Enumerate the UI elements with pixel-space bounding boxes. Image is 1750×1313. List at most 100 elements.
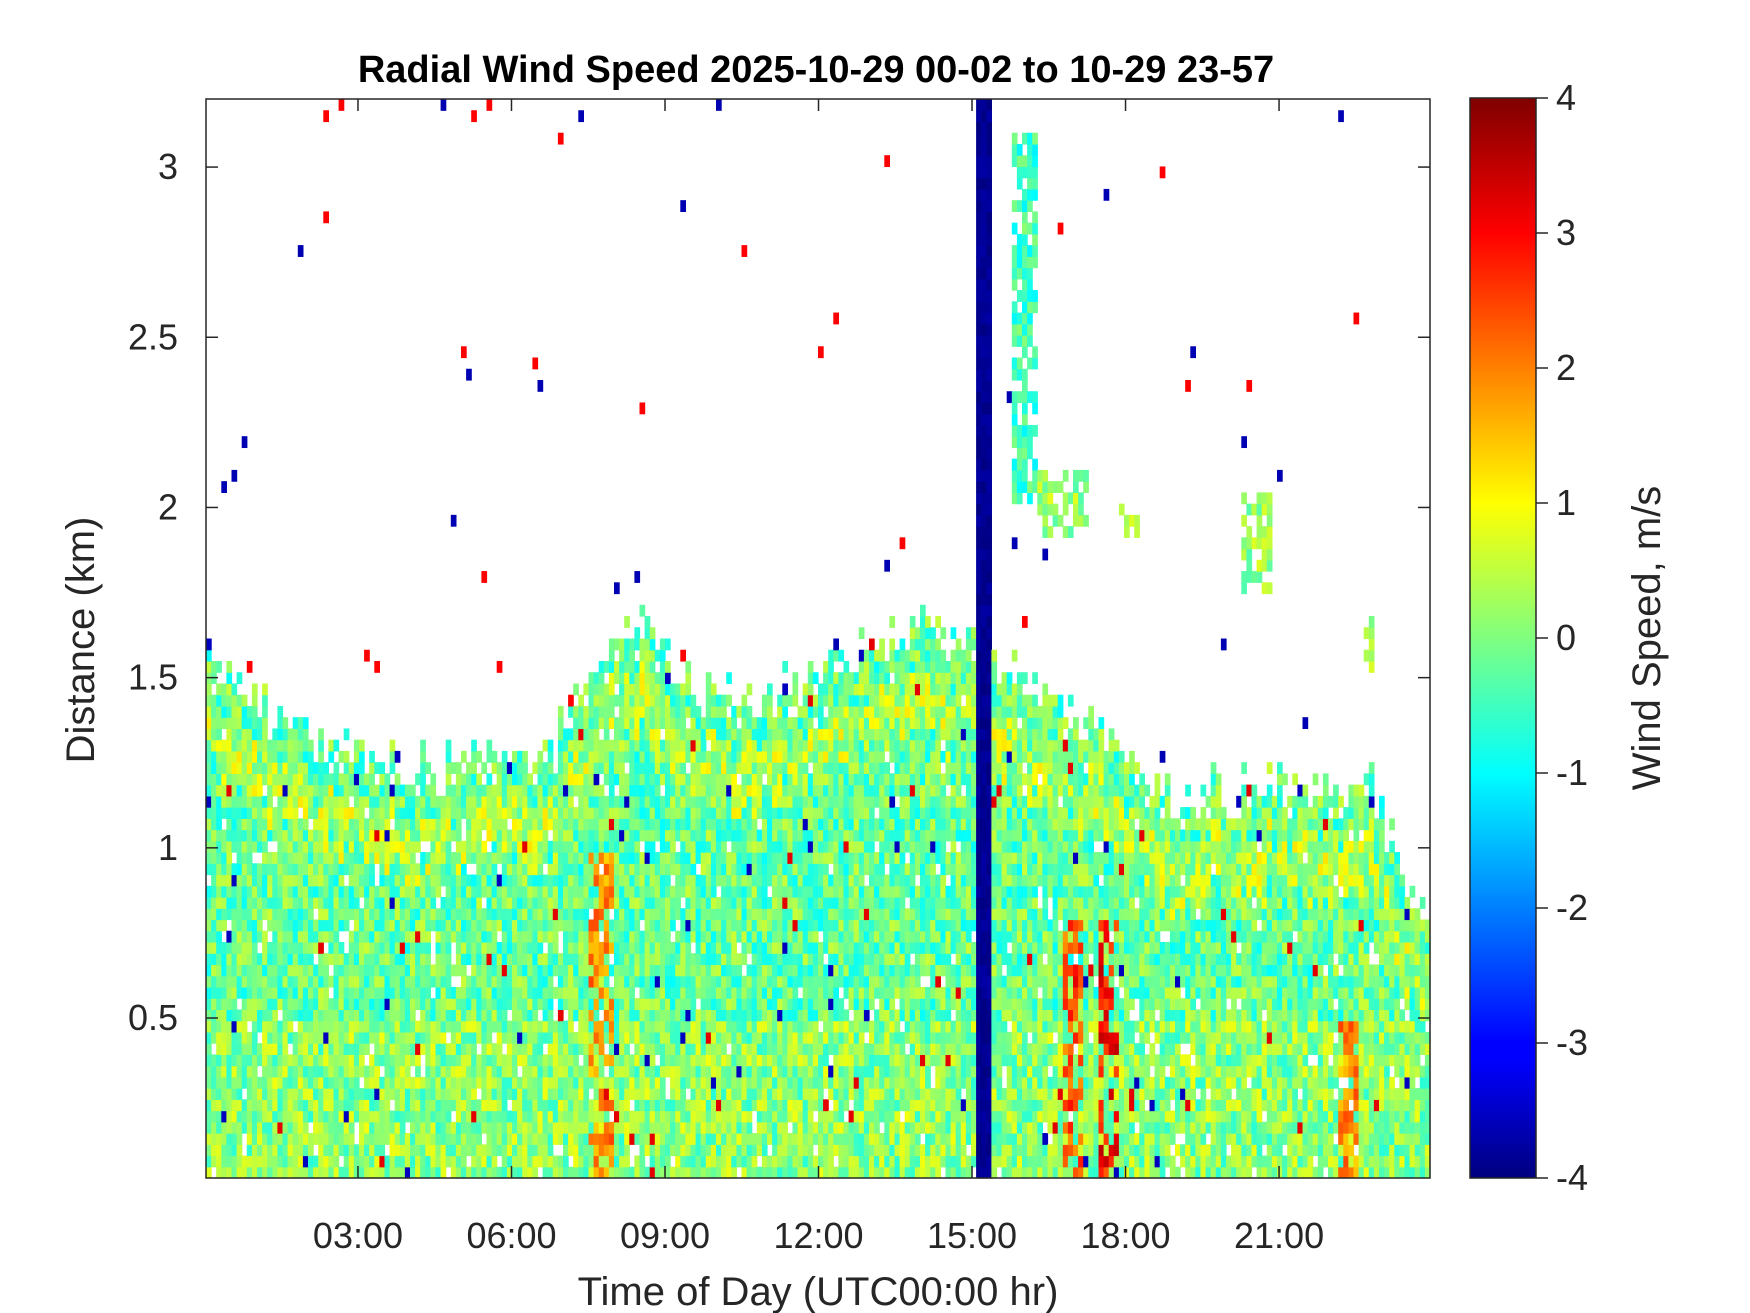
heatmap-cell [680, 717, 686, 730]
heatmap-cell [726, 852, 732, 864]
heatmap-cell [435, 1166, 442, 1179]
heatmap-cell [292, 1166, 299, 1179]
heatmap-cell [216, 1065, 222, 1078]
heatmap-cell [517, 930, 523, 943]
heatmap-cell [751, 1020, 758, 1033]
heatmap-cell [695, 1088, 702, 1100]
heatmap-cell [792, 908, 799, 921]
heatmap-cell [593, 762, 600, 774]
heatmap-cell [211, 1144, 217, 1157]
heatmap-cell [226, 885, 233, 898]
heatmap-cell [491, 1133, 498, 1145]
heatmap-cell [665, 705, 671, 718]
heatmap-cell [251, 964, 258, 977]
heatmap-cell [690, 1121, 697, 1134]
heatmap-cell [506, 964, 513, 977]
heatmap-cell [680, 649, 686, 662]
heatmap-cell [746, 762, 753, 774]
heatmap-cell [491, 795, 498, 808]
heatmap-cell [665, 998, 671, 1011]
heatmap-cell [471, 1054, 477, 1067]
heatmap-cell [619, 694, 625, 707]
heatmap-cell [726, 964, 732, 977]
heatmap-cell [384, 897, 391, 909]
heatmap-cell [767, 829, 773, 842]
heatmap-cell [552, 807, 559, 819]
heatmap-cell [756, 863, 763, 876]
heatmap-cell [670, 717, 676, 730]
heatmap-cell [379, 795, 386, 808]
heatmap-cell [833, 897, 839, 909]
heatmap-cell [675, 728, 681, 741]
heatmap-cell [297, 1020, 304, 1033]
heatmap-cell [685, 874, 692, 887]
heatmap-cell [450, 986, 457, 999]
heatmap-cell [420, 908, 426, 921]
heatmap-cell [328, 852, 335, 864]
heatmap-cell [399, 874, 406, 887]
heatmap-cell [445, 1121, 452, 1134]
heatmap-cell [481, 874, 488, 887]
heatmap-cell [833, 694, 839, 707]
heatmap-cell [710, 829, 717, 842]
heatmap-cell [435, 1133, 442, 1145]
heatmap-cell [216, 1009, 222, 1022]
heatmap-cell [777, 694, 783, 707]
heatmap-cell [221, 750, 227, 763]
heatmap-cell [532, 975, 539, 988]
heatmap-cell [313, 795, 319, 808]
heatmap-cell [359, 998, 365, 1011]
heatmap-cell [445, 1065, 452, 1078]
heatmap-cell [297, 784, 304, 797]
heatmap-cell [410, 1054, 416, 1067]
heatmap-cell [206, 852, 212, 864]
heatmap-cell [593, 1076, 600, 1089]
heatmap-cell [399, 1031, 406, 1044]
heatmap-cell [588, 998, 595, 1011]
heatmap-cell [792, 818, 799, 831]
heatmap-cell [634, 829, 641, 842]
heatmap-cell [486, 795, 493, 808]
heatmap-cell [761, 762, 768, 774]
heatmap-cell [389, 795, 396, 808]
heatmap-cell [726, 930, 732, 943]
heatmap-cell [399, 908, 406, 921]
heatmap-cell [302, 762, 309, 774]
heatmap-cell [384, 1099, 391, 1112]
heatmap-cell [756, 930, 763, 943]
heatmap-cell [277, 919, 284, 932]
heatmap-cell [639, 649, 646, 662]
heatmap-cell [292, 919, 299, 932]
heatmap-cell [231, 975, 238, 988]
heatmap-cell [206, 795, 212, 808]
heatmap-cell [741, 818, 748, 831]
heatmap-cell [772, 717, 778, 730]
heatmap-cell [292, 795, 299, 808]
heatmap-cell [710, 1076, 717, 1089]
heatmap-cell [767, 1076, 773, 1089]
heatmap-cell [425, 818, 431, 831]
heatmap-cell [506, 874, 513, 887]
heatmap-cell [532, 941, 539, 954]
heatmap-cell [838, 874, 845, 887]
heatmap-cell [318, 1110, 324, 1123]
heatmap-cell [389, 1054, 396, 1067]
heatmap-cell [338, 885, 345, 898]
heatmap-cell [746, 1144, 753, 1157]
heatmap-cell [619, 1121, 625, 1134]
heatmap-cell [231, 840, 238, 853]
heatmap-cell [399, 1065, 406, 1078]
heatmap-cell [512, 874, 518, 887]
heatmap-cell [302, 795, 309, 808]
heatmap-cell [302, 852, 309, 864]
heatmap-cell [573, 986, 579, 999]
heatmap-cell [328, 807, 335, 819]
heatmap-cell [644, 750, 651, 763]
heatmap-cell [588, 694, 595, 707]
heatmap-cell [486, 1065, 493, 1078]
heatmap-cell [333, 1076, 340, 1089]
heatmap-cell [476, 795, 482, 808]
heatmap-cell [700, 919, 707, 932]
heatmap-cell [634, 852, 641, 864]
heatmap-cell [578, 762, 584, 774]
